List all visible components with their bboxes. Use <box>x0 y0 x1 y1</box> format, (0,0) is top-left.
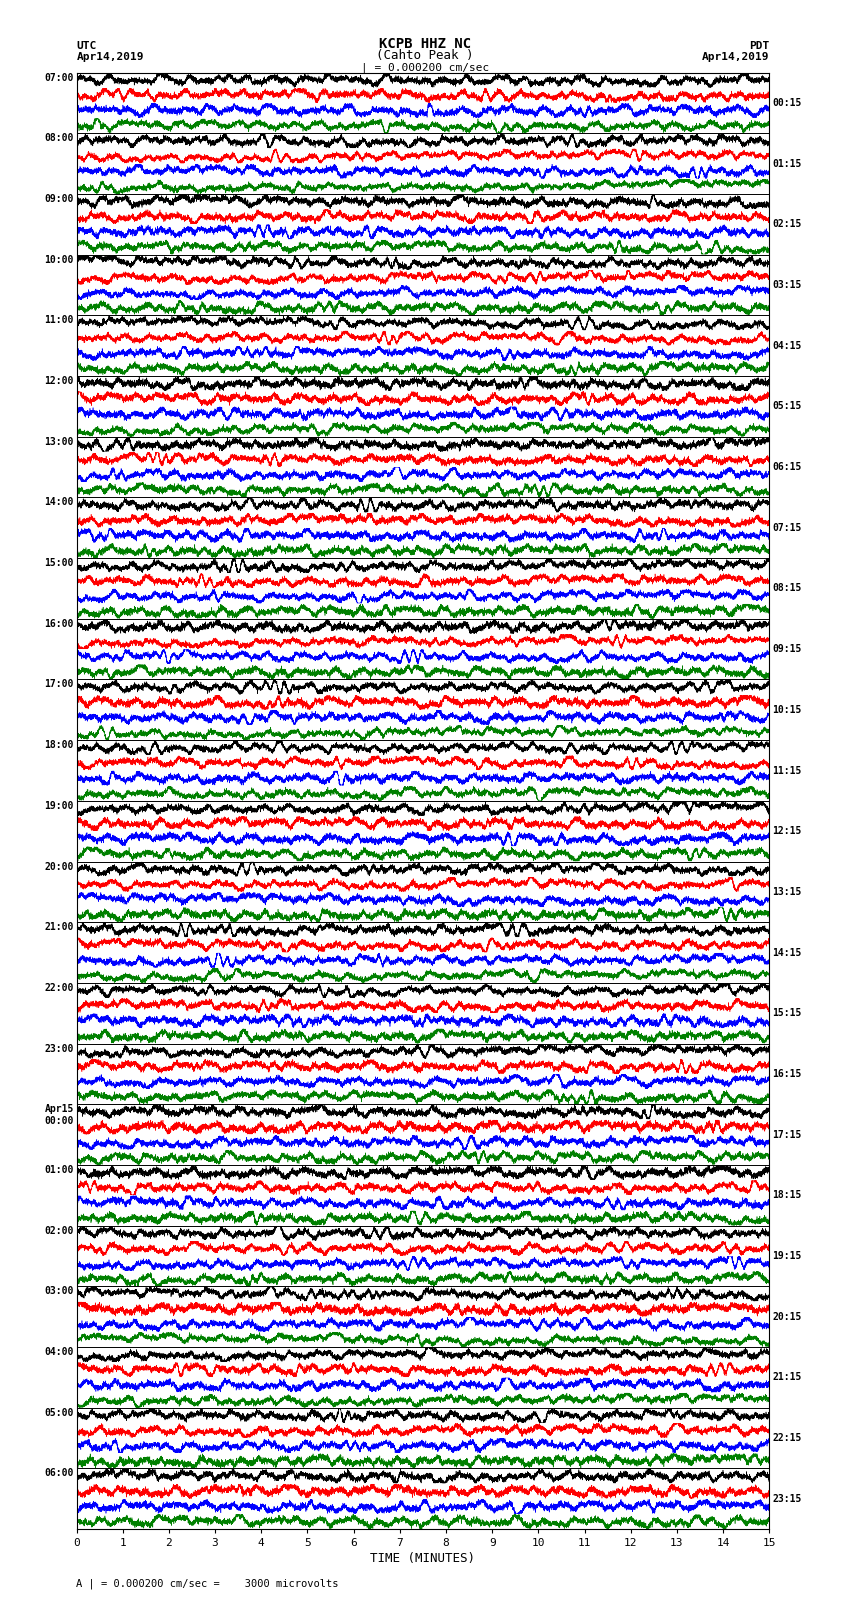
Text: 22:15: 22:15 <box>772 1432 802 1444</box>
Text: 15:00: 15:00 <box>44 558 74 568</box>
Text: 04:00: 04:00 <box>44 1347 74 1357</box>
Text: 06:15: 06:15 <box>772 461 802 473</box>
Text: UTC: UTC <box>76 40 97 50</box>
Text: 03:15: 03:15 <box>772 281 802 290</box>
Text: 13:15: 13:15 <box>772 887 802 897</box>
Text: 17:00: 17:00 <box>44 679 74 689</box>
Text: 03:00: 03:00 <box>44 1287 74 1297</box>
Text: 18:15: 18:15 <box>772 1190 802 1200</box>
Text: 19:15: 19:15 <box>772 1252 802 1261</box>
Text: | = 0.000200 cm/sec: | = 0.000200 cm/sec <box>361 63 489 73</box>
Text: 08:00: 08:00 <box>44 134 74 144</box>
Text: 14:15: 14:15 <box>772 947 802 958</box>
Text: Apr14,2019: Apr14,2019 <box>76 52 144 63</box>
Text: 01:15: 01:15 <box>772 158 802 169</box>
Text: 02:15: 02:15 <box>772 219 802 229</box>
Text: 05:15: 05:15 <box>772 402 802 411</box>
Text: 08:15: 08:15 <box>772 584 802 594</box>
Text: 01:00: 01:00 <box>44 1165 74 1174</box>
Text: 16:00: 16:00 <box>44 619 74 629</box>
Text: PDT: PDT <box>749 40 769 50</box>
Text: 04:15: 04:15 <box>772 340 802 350</box>
Text: (Cahto Peak ): (Cahto Peak ) <box>377 48 473 63</box>
Text: 09:15: 09:15 <box>772 644 802 655</box>
Text: 20:00: 20:00 <box>44 861 74 871</box>
X-axis label: TIME (MINUTES): TIME (MINUTES) <box>371 1552 475 1565</box>
Text: 11:15: 11:15 <box>772 766 802 776</box>
Text: 07:00: 07:00 <box>44 73 74 82</box>
Text: 21:15: 21:15 <box>772 1373 802 1382</box>
Text: 18:00: 18:00 <box>44 740 74 750</box>
Text: 14:00: 14:00 <box>44 497 74 508</box>
Text: 00:15: 00:15 <box>772 98 802 108</box>
Text: 15:15: 15:15 <box>772 1008 802 1018</box>
Text: 23:00: 23:00 <box>44 1044 74 1053</box>
Text: Apr14,2019: Apr14,2019 <box>702 52 769 63</box>
Text: 07:15: 07:15 <box>772 523 802 532</box>
Text: 09:00: 09:00 <box>44 194 74 203</box>
Text: 11:00: 11:00 <box>44 316 74 326</box>
Text: 06:00: 06:00 <box>44 1468 74 1479</box>
Text: 12:00: 12:00 <box>44 376 74 386</box>
Text: 12:15: 12:15 <box>772 826 802 836</box>
Text: 21:00: 21:00 <box>44 923 74 932</box>
Text: 23:15: 23:15 <box>772 1494 802 1503</box>
Text: 17:15: 17:15 <box>772 1129 802 1140</box>
Text: 13:00: 13:00 <box>44 437 74 447</box>
Text: 10:15: 10:15 <box>772 705 802 715</box>
Text: 20:15: 20:15 <box>772 1311 802 1321</box>
Text: 05:00: 05:00 <box>44 1408 74 1418</box>
Text: 16:15: 16:15 <box>772 1069 802 1079</box>
Text: 19:00: 19:00 <box>44 802 74 811</box>
Text: 02:00: 02:00 <box>44 1226 74 1236</box>
Text: Apr15
00:00: Apr15 00:00 <box>44 1105 74 1126</box>
Text: KCPB HHZ NC: KCPB HHZ NC <box>379 37 471 50</box>
Text: 10:00: 10:00 <box>44 255 74 265</box>
Text: 22:00: 22:00 <box>44 982 74 994</box>
Text: A | = 0.000200 cm/sec =    3000 microvolts: A | = 0.000200 cm/sec = 3000 microvolts <box>76 1578 339 1589</box>
